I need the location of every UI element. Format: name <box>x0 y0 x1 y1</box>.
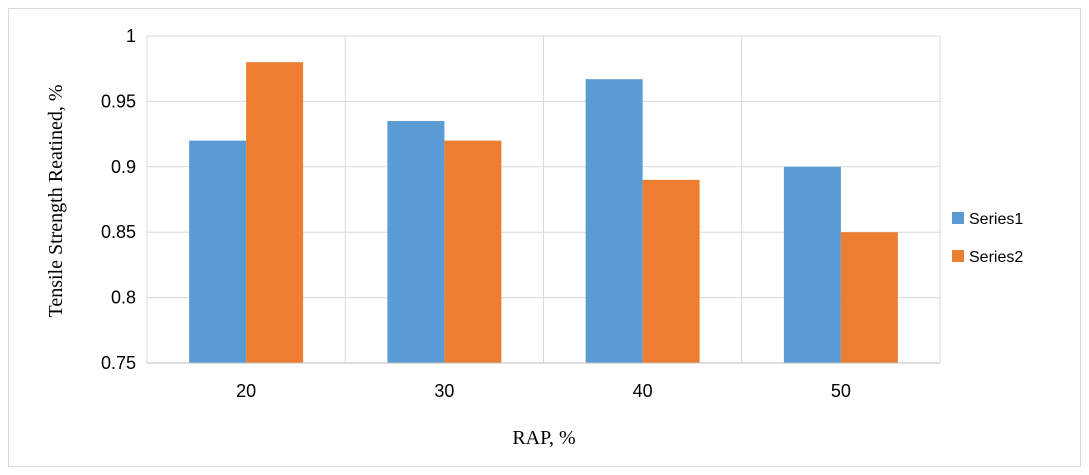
bars <box>189 62 898 364</box>
bar-series1-50 <box>783 166 841 363</box>
legend-swatch-series1 <box>952 212 964 224</box>
x-tick-label: 40 <box>633 381 653 401</box>
bar-series2-50 <box>840 232 898 363</box>
y-tick-label: 0.85 <box>101 222 136 242</box>
x-tick-label: 20 <box>236 381 256 401</box>
y-tick-label: 0.8 <box>111 288 136 308</box>
y-tick-label: 1 <box>126 26 136 46</box>
chart-container <box>8 8 1081 467</box>
y-tick-label: 0.95 <box>101 91 136 111</box>
axes: 0.75 0.8 0.85 0.9 0.95 1 20 30 40 50 <box>101 26 940 401</box>
y-tick-label: 0.75 <box>101 353 136 373</box>
legend: Series1 Series2 <box>952 211 1023 266</box>
y-axis-title: Tensile Strength Reatined, % <box>45 85 67 318</box>
legend-label-series1: Series1 <box>969 211 1023 228</box>
bar-series1-20 <box>189 140 247 363</box>
bar-series1-30 <box>387 121 445 364</box>
x-tick-label: 30 <box>434 381 454 401</box>
bar-series1-40 <box>585 79 643 363</box>
bar-series2-30 <box>444 140 502 363</box>
bar-series2-40 <box>642 179 700 363</box>
x-tick-label: 50 <box>831 381 851 401</box>
legend-label-series2: Series2 <box>969 249 1023 266</box>
y-tick-label: 0.9 <box>111 157 136 177</box>
x-axis-title: RAP, % <box>512 427 575 449</box>
legend-swatch-series2 <box>952 250 964 262</box>
bar-series2-20 <box>246 62 304 363</box>
